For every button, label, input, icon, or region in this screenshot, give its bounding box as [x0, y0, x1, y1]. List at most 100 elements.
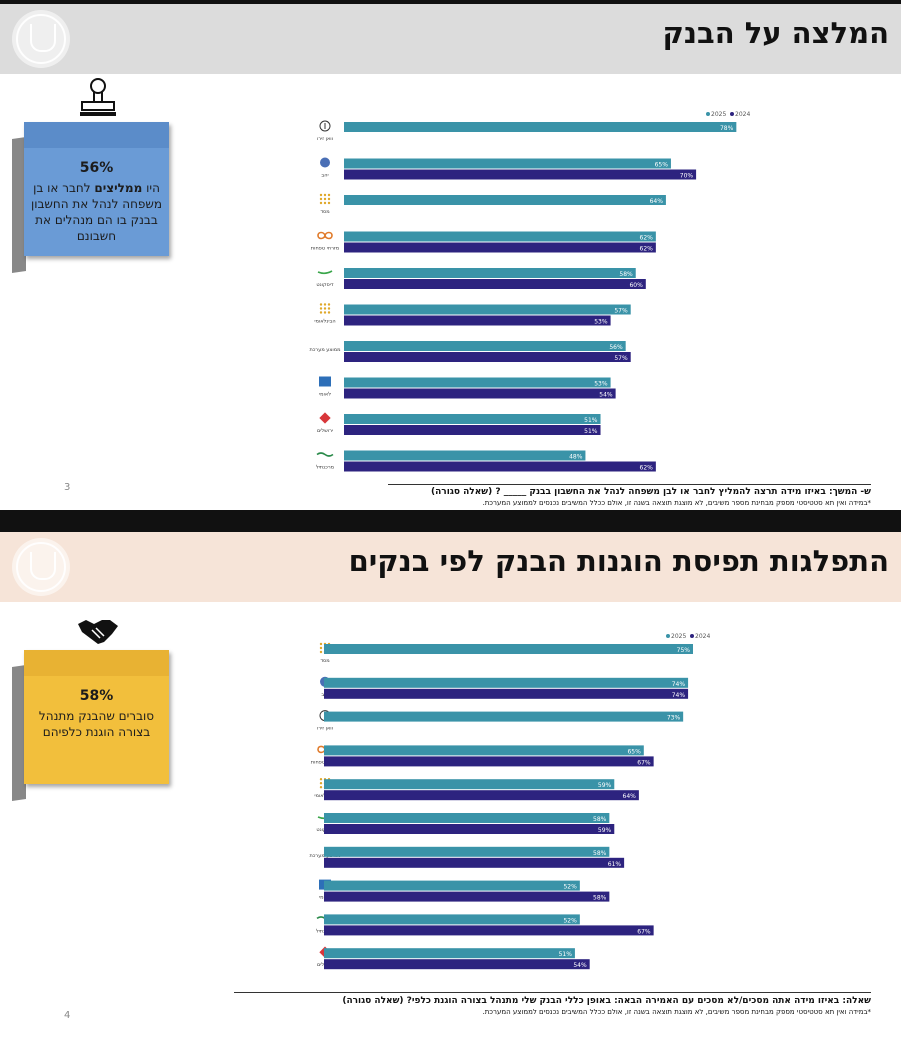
discount-icon: [317, 270, 333, 275]
wave-icon: [316, 452, 334, 457]
bar-2024: [344, 315, 611, 326]
bar-2025: [324, 677, 689, 688]
bar-2025: [344, 450, 586, 461]
bar-2025: [344, 122, 737, 132]
bar-2025: [324, 711, 684, 722]
data-label: 70%: [680, 173, 694, 180]
stamp-icon: [80, 78, 116, 116]
category-label: יהב: [321, 173, 328, 179]
data-label: 78%: [720, 125, 734, 132]
bar-2025: [344, 341, 626, 351]
category-label: ממוצע מערכת: [309, 347, 340, 353]
data-label: 61%: [608, 861, 622, 868]
bar-2025: [344, 268, 636, 278]
bar-2025: [324, 644, 693, 654]
question-text: ש- המשך: באיזו מידה תרצה להמליץ לחבר או …: [431, 487, 871, 507]
data-label: 58%: [593, 816, 607, 823]
bar-chart-recommendation: 2025 2024 וואן זירו 78% יהב 65% 70% מסד 64% מזרחי…: [309, 111, 750, 472]
legend-label: 2024: [695, 633, 710, 640]
bar-2024: [344, 461, 656, 472]
data-label: 75%: [677, 647, 691, 654]
page-number: 4: [64, 1010, 71, 1021]
slide-title: המלצה על הבנק: [662, 16, 889, 50]
data-label: 64%: [623, 793, 637, 800]
data-label: 51%: [584, 428, 598, 435]
category-label: וואן זירו: [317, 726, 333, 732]
data-label: 62%: [640, 246, 654, 253]
page-number: 3: [64, 482, 71, 493]
square-icon: [319, 376, 331, 387]
sticky-note: 58% סוברים שהבנק מתנהל בצורה הוגנת כלפיה…: [24, 650, 169, 784]
category-label: מסד: [320, 209, 329, 215]
bar-2025: [344, 304, 631, 315]
data-label: 62%: [640, 235, 654, 242]
data-label: 52%: [563, 884, 577, 891]
note-percent: 56%: [79, 160, 114, 176]
slide-title: התפלגות תפיסת הוגנות הבנק לפי בנקים: [348, 544, 889, 578]
data-label: 51%: [559, 951, 573, 958]
chart-legend: 2025 2024: [706, 111, 750, 118]
bar-2025: [344, 231, 656, 242]
note-percent: 58%: [79, 688, 114, 704]
bar-2025: [324, 880, 580, 891]
data-label: 51%: [584, 417, 598, 424]
bank-seal-logo: [12, 538, 70, 596]
chart-legend: 2025 2024: [666, 633, 710, 640]
diamond-icon: [319, 412, 331, 424]
data-label: 48%: [569, 454, 583, 461]
dots-icon: [319, 193, 331, 205]
legend-label: 2025: [711, 111, 726, 118]
legend-swatch: [666, 634, 670, 638]
category-label: מסד: [320, 658, 329, 664]
bar-2025: [324, 846, 610, 857]
title-band: [0, 4, 901, 74]
divider-line: [234, 992, 871, 993]
bar-2024: [324, 790, 639, 801]
bar-2025: [344, 195, 666, 205]
bar-2025: [344, 414, 601, 424]
swirl-icon: [320, 157, 330, 168]
slide-recommendation: המלצה על הבנק 56% היו ממליצים לחבר או בן…: [0, 4, 901, 510]
bar-2025: [344, 158, 671, 169]
bar-2024: [324, 959, 590, 970]
bar-2024: [324, 891, 610, 902]
bar-2024: [344, 279, 646, 289]
category-label: מזרחי טפחות: [311, 246, 339, 252]
legend-swatch: [706, 112, 710, 116]
bar-2024: [324, 688, 689, 699]
data-label: 64%: [650, 198, 664, 205]
sticky-note: 56% היו ממליצים לחבר או בן משפחה לנהל את…: [24, 122, 169, 256]
data-label: 56%: [609, 344, 623, 351]
data-label: 67%: [637, 759, 651, 766]
data-label: 57%: [614, 355, 628, 362]
data-label: 59%: [598, 827, 612, 834]
legend-label: 2025: [671, 633, 686, 640]
data-label: 54%: [599, 392, 613, 399]
bar-2025: [324, 948, 575, 959]
data-label: 53%: [594, 381, 608, 388]
bar-2024: [344, 388, 616, 399]
data-label: 58%: [619, 271, 633, 278]
data-label: 54%: [573, 962, 587, 969]
bar-2024: [324, 824, 615, 834]
legend-swatch: [730, 112, 734, 116]
data-label: 67%: [637, 928, 651, 935]
bar-2025: [344, 377, 611, 388]
bar-2025: [324, 914, 580, 925]
legend-swatch: [690, 634, 694, 638]
handshake-icon: [78, 620, 118, 644]
note-text: סוברים שהבנק מתנהל בצורה הוגנת כלפיהם: [38, 709, 155, 739]
category-label: דיסקונט: [316, 282, 334, 288]
data-label: 74%: [672, 681, 686, 688]
category-label: הבינלאומי: [314, 319, 335, 325]
dots-icon: [319, 303, 331, 314]
bar-2025: [324, 779, 615, 790]
bank-seal-logo: [12, 10, 70, 68]
bar-2024: [324, 857, 625, 868]
bar-2024: [324, 925, 654, 936]
bar-2024: [324, 756, 654, 767]
data-label: 65%: [627, 748, 641, 755]
data-label: 65%: [655, 162, 669, 169]
circle-info-icon: [319, 120, 331, 132]
